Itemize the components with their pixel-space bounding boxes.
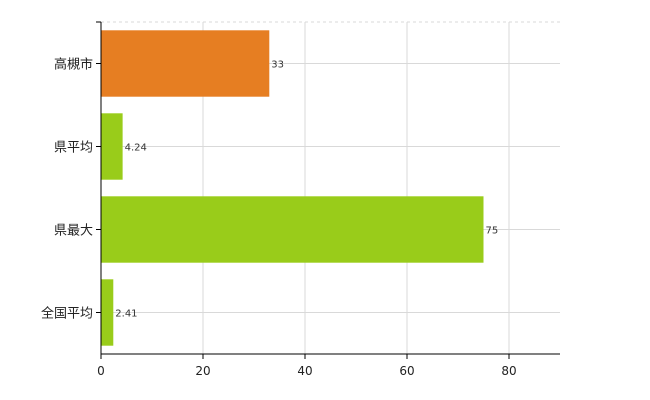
data-label-0: 33 (271, 60, 284, 71)
data-label-3: 2.41 (115, 309, 137, 320)
data-label-1: 4.24 (125, 143, 147, 154)
category-label-2: 県最大 (54, 224, 93, 239)
x-tick-label-4: 80 (501, 364, 516, 378)
bar-3[interactable] (101, 279, 114, 346)
x-tick-label-0: 0 (97, 364, 105, 378)
x-tick-label-3: 60 (399, 364, 414, 378)
data-label-2: 75 (486, 226, 499, 237)
x-tick-label-1: 20 (195, 364, 210, 378)
labels: 33 高槻市 4.24 県平均 75 県最大 2.41 全国平均 0 20 40 60 80 (41, 57, 517, 379)
category-label-3: 全国平均 (41, 306, 93, 322)
bar-1[interactable] (101, 113, 123, 180)
category-label-0: 高槻市 (54, 57, 93, 73)
bar-2[interactable] (101, 196, 484, 263)
axes (96, 21, 560, 359)
x-tick-label-2: 40 (297, 364, 312, 378)
category-label-1: 県平均 (54, 141, 93, 156)
bar-0[interactable] (101, 30, 270, 97)
bars (101, 30, 484, 346)
